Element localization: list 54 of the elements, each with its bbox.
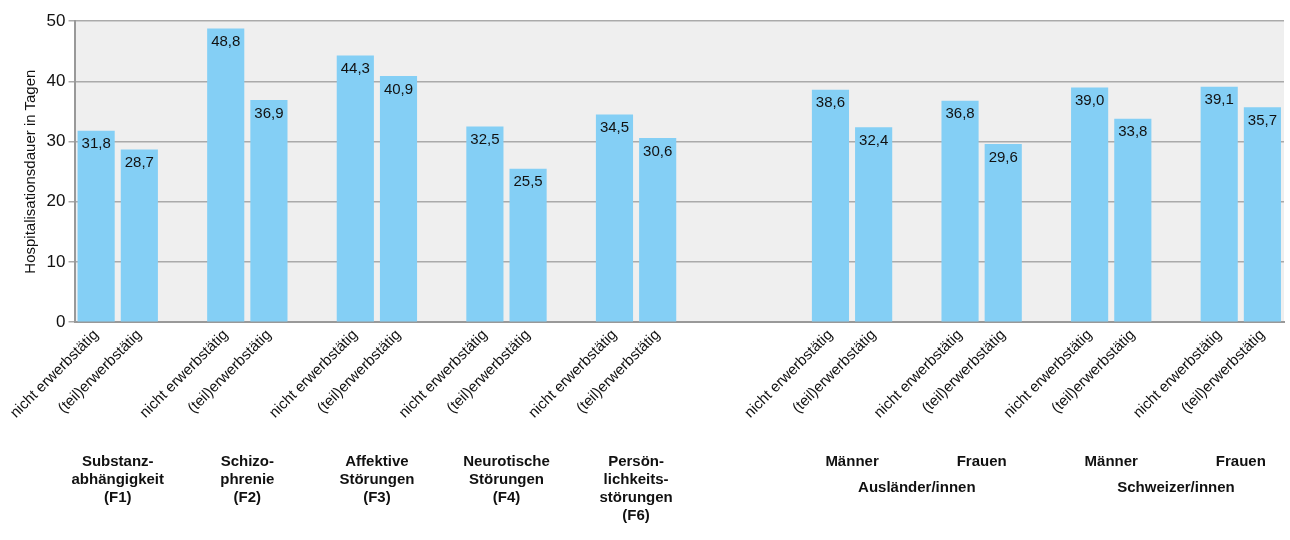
data-label: 48,8 — [211, 32, 241, 50]
text: Frauen — [1215, 451, 1266, 469]
y-tick-label: 0 — [56, 311, 66, 331]
y-tick-label: 10 — [46, 251, 66, 271]
data-label: 33,8 — [1118, 122, 1148, 140]
data-label: 29,6 — [988, 147, 1018, 165]
bar — [855, 127, 893, 322]
data-label: 40,9 — [383, 79, 414, 97]
bar — [1071, 87, 1109, 322]
text: Männer — [825, 451, 879, 469]
text: Persön- lichkeits- störungen (F6) — [599, 451, 673, 523]
data-label: 36,8 — [945, 104, 975, 122]
data-label: 28,7 — [124, 153, 154, 171]
data-label: 25,5 — [513, 172, 543, 190]
y-tick-label: 50 — [46, 10, 66, 30]
bar — [1243, 107, 1281, 322]
text: Schweizer/innen — [1117, 477, 1235, 495]
text: Neurotische Störungen (F4) — [463, 451, 550, 505]
bar — [1114, 118, 1152, 322]
bar — [1200, 86, 1238, 322]
bar — [984, 143, 1022, 322]
y-axis-title: Hospitalisationsdauer in Tagen — [20, 69, 38, 274]
data-label: 38,6 — [815, 93, 846, 111]
text: Ausländer/innen — [858, 477, 976, 495]
bar — [811, 89, 850, 322]
data-label: 39,0 — [1075, 91, 1105, 109]
data-label: 32,5 — [470, 130, 500, 148]
data-label: 36,9 — [254, 103, 284, 121]
data-label: 32,4 — [859, 130, 889, 148]
bar — [336, 55, 374, 322]
text: Schizo- phrenie (F2) — [220, 451, 275, 505]
data-label: 31,8 — [81, 134, 111, 152]
text: Männer — [1084, 451, 1139, 469]
bar — [509, 168, 547, 322]
bar — [941, 100, 979, 322]
data-label: 30,6 — [643, 141, 673, 159]
y-tick-label: 30 — [46, 131, 66, 151]
text: Frauen — [956, 451, 1007, 469]
data-label: 39,1 — [1204, 90, 1234, 108]
y-tick-label: 40 — [46, 71, 66, 91]
text: Substanz- abhängigkeit (F1) — [71, 451, 164, 505]
bar — [77, 130, 115, 322]
bar — [595, 114, 634, 322]
bar — [250, 100, 288, 322]
y-tick-label: 20 — [46, 191, 66, 211]
data-label: 34,5 — [599, 118, 630, 136]
data-label: 35,7 — [1247, 110, 1277, 128]
bar — [120, 149, 158, 322]
text: Affektive Störungen (F3) — [339, 451, 415, 505]
bar — [639, 137, 677, 322]
bar — [466, 126, 504, 322]
data-label: 44,3 — [340, 59, 370, 77]
bar — [207, 28, 245, 322]
bar — [379, 75, 418, 322]
